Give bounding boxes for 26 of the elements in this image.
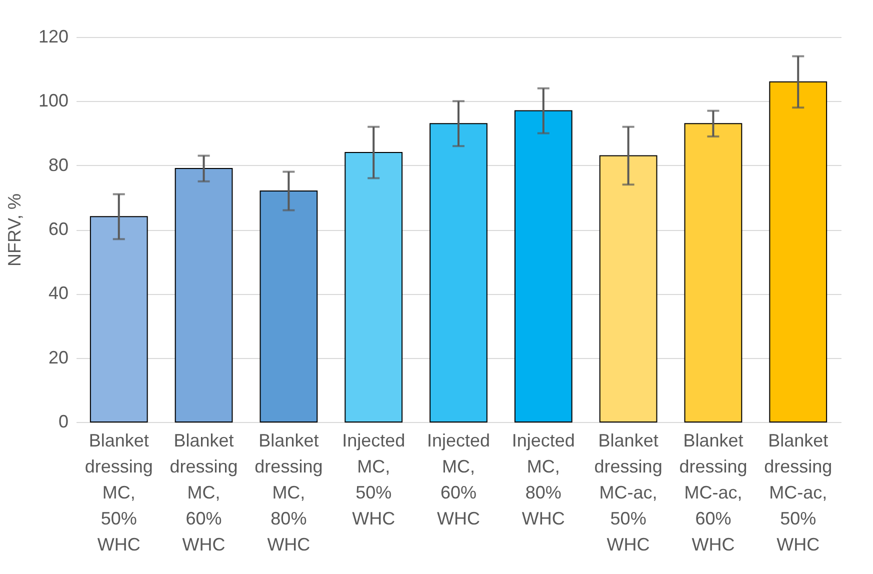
bar: [684, 123, 742, 422]
y-tick-label: 0: [58, 412, 68, 432]
bar: [344, 152, 403, 422]
x-tick-label: Blanket dressing MC-ac, 60% WHC: [679, 430, 748, 554]
bar: [430, 123, 488, 422]
y-tick-label: 60: [48, 219, 68, 239]
y-tick-label: 20: [48, 347, 68, 368]
bar: [90, 216, 148, 422]
x-tick-label: Blanket dressing MC, 60% WHC: [170, 430, 238, 554]
bar: [260, 190, 318, 422]
x-tick-label: Blanket dressing MC-ac, 50% WHC: [594, 430, 662, 554]
bar: [769, 81, 828, 422]
y-tick-label: 40: [48, 283, 68, 304]
y-axis-title: NFRV, %: [4, 193, 24, 267]
x-tick-label: Blanket dressing MC, 80% WHC: [254, 430, 323, 554]
x-tick-label: Blanket dressing MC-ac, 50% WHC: [764, 430, 832, 554]
bar: [599, 155, 658, 422]
y-tick-label: 80: [48, 154, 68, 175]
x-tick-label: Injected MC, 60% WHC: [426, 430, 490, 528]
bar: [174, 168, 233, 422]
bar: [514, 110, 572, 422]
y-tick-label: 100: [38, 90, 68, 111]
x-tick-label: Blanket dressing MC, 50% WHC: [84, 430, 153, 554]
x-tick-label: Injected MC, 50% WHC: [342, 430, 406, 528]
x-tick-label: Injected MC, 80% WHC: [512, 430, 575, 528]
y-tick-label: 120: [38, 26, 68, 46]
